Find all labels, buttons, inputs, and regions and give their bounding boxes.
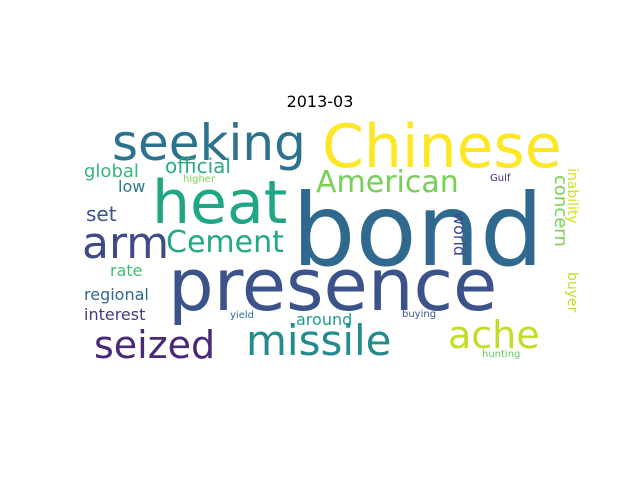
word-heat: heat (152, 168, 287, 238)
word-american: American (316, 165, 459, 200)
word-buying: buying (402, 309, 436, 320)
word-hunting: hunting (482, 349, 520, 360)
word-cement: Cement (166, 225, 284, 260)
word-ache: ache (448, 313, 540, 357)
word-interest: interest (84, 305, 145, 324)
word-yield: yield (230, 310, 254, 321)
chart-title: 2013-03 (286, 92, 354, 111)
word-higher: higher (183, 174, 216, 185)
word-low: low (118, 177, 145, 196)
word-world: world (450, 212, 469, 256)
word-concern: concern (550, 175, 571, 247)
word-bond: bond (292, 172, 544, 289)
word-gulf: Gulf (490, 173, 511, 184)
word-missile: missile (246, 316, 392, 365)
word-set: set (86, 202, 117, 226)
word-presence: presence (168, 243, 497, 327)
word-official: official (165, 154, 231, 178)
word-buyer: buyer (564, 272, 580, 313)
word-rate: rate (110, 261, 143, 280)
word-inability: inability (564, 168, 580, 224)
word-chinese: Chinese (322, 112, 562, 182)
word-seized: seized (94, 323, 215, 367)
word-seeking: seeking (112, 114, 306, 172)
word-global: global (84, 161, 139, 182)
word-arm: arm (82, 218, 169, 269)
word-around: around (296, 310, 352, 329)
word-regional: regional (84, 285, 149, 304)
